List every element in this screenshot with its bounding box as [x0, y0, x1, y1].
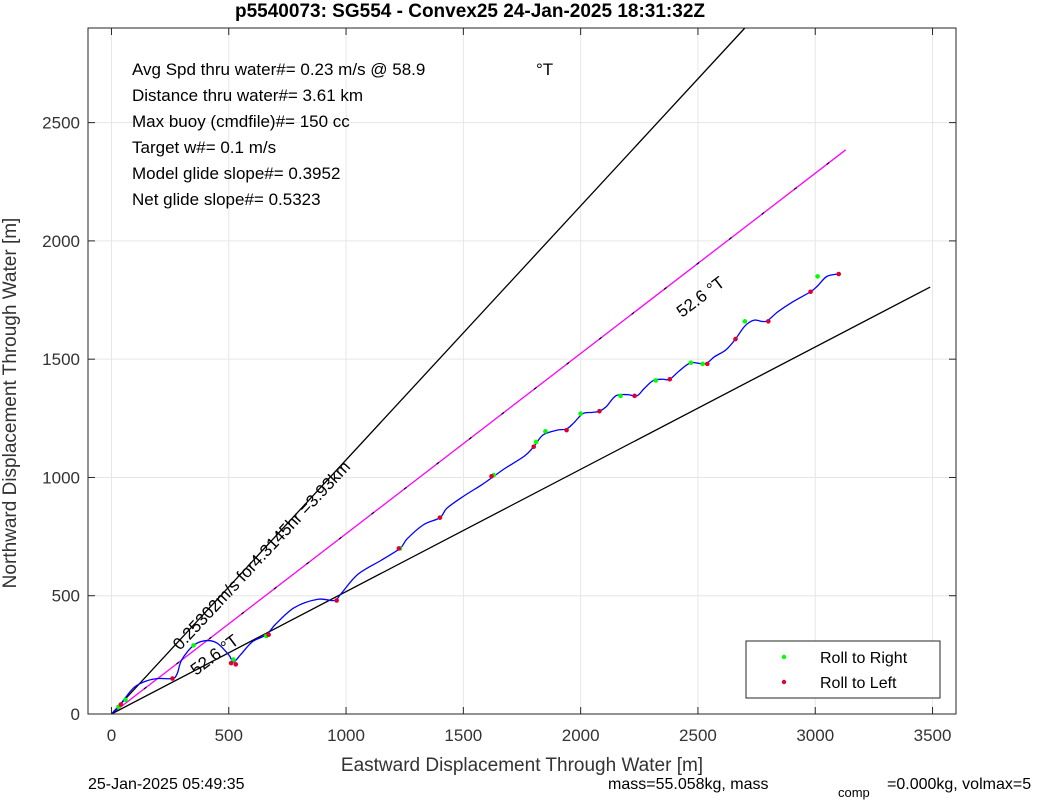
roll-point: [815, 274, 820, 279]
x-tick-label: 2500: [679, 726, 717, 745]
x-tick-label: 3000: [796, 726, 834, 745]
roll-point: [489, 473, 494, 479]
roll-point: [742, 319, 748, 324]
roll-point: [118, 702, 124, 707]
roll-point: [191, 643, 196, 648]
info-line: Avg Spd thru water#= 0.23 m/s @ 58.9: [132, 60, 425, 79]
y-tick-label: 1500: [42, 350, 80, 369]
legend-marker-left: [781, 679, 787, 685]
track-layer: [110, 273, 839, 715]
footer-timestamp: 25-Jan-2025 05:49:35: [88, 776, 245, 793]
x-tick-label: 500: [215, 726, 243, 745]
roll-point: [396, 546, 402, 551]
plot-frame: [87, 27, 957, 715]
reference-line: [111, 286, 931, 715]
roll-point: [233, 662, 239, 667]
y-tick-label: 2000: [42, 232, 80, 251]
reference-line: [111, 149, 847, 715]
roll-point: [700, 361, 705, 367]
chart-title: p5540073: SG554 - Convex25 24-Jan-2025 1…: [235, 1, 705, 22]
roll-point: [170, 676, 175, 681]
y-tick-label: 500: [52, 587, 80, 606]
roll-point: [667, 376, 673, 382]
roll-point: [543, 429, 548, 434]
x-tick-label: 1500: [444, 726, 482, 745]
roll-point: [231, 657, 236, 662]
info-degree-unit: °T: [536, 60, 553, 79]
roll-point: [836, 271, 842, 277]
x-tick-label: 2000: [562, 726, 600, 745]
roll-point: [531, 444, 537, 449]
y-tick-label: 1000: [42, 468, 80, 487]
roll-point: [808, 289, 813, 295]
roll-point: [632, 393, 637, 399]
roll-point: [334, 598, 339, 603]
legend-label-left: Roll to Left: [820, 675, 897, 692]
x-tick-label: 1000: [327, 726, 365, 745]
footer-mass-comp: =0.000kg, volmax=5: [887, 776, 1031, 793]
roll-point: [733, 336, 738, 342]
info-line: Net glide slope#= 0.5323: [132, 190, 321, 209]
footer-mass-sub: comp: [838, 785, 870, 800]
legend-label-right: Roll to Right: [820, 650, 908, 667]
x-tick-label: 0: [107, 726, 116, 745]
legend-box: [745, 640, 941, 699]
roll-point: [437, 515, 443, 520]
info-line: Target w#= 0.1 m/s: [132, 138, 276, 157]
y-tick-label: 2500: [42, 114, 80, 133]
roll-point: [228, 660, 234, 666]
info-line: Distance thru water#= 3.61 km: [132, 86, 363, 105]
x-axis-label: Eastward Displacement Through Water [m]: [341, 755, 703, 776]
roll-point: [123, 697, 128, 703]
y-tick-label: 0: [71, 705, 80, 724]
roll-point: [766, 319, 771, 324]
x-tick-label: 3500: [914, 726, 952, 745]
info-block: Avg Spd thru water#= 0.23 m/s @ 58.9 °T …: [132, 60, 553, 209]
legend-marker-right: [781, 654, 787, 660]
reference-line: [110, 27, 746, 715]
roll-point: [688, 360, 694, 366]
roll-point: [597, 408, 602, 414]
roll-point: [618, 393, 623, 399]
roll-markers: [116, 271, 842, 710]
roll-point: [533, 439, 539, 445]
roll-point: [266, 632, 271, 638]
axis-ticks: 0 500 1000 1500 2000 2500 3000 3500 0 500 1000 1500…: [42, 28, 956, 745]
reference-lines: [110, 27, 931, 715]
y-axis-label: Northward Displacement Through Water [m]: [0, 218, 21, 589]
footer-mass: mass=55.058kg, mass: [608, 776, 769, 793]
legend: Roll to Right Roll to Left: [745, 640, 941, 699]
roll-point: [564, 427, 569, 433]
info-line: Max buoy (cmdfile)#= 150 cc: [132, 112, 350, 131]
roll-point: [705, 361, 710, 367]
roll-point: [578, 411, 583, 416]
track-line: [110, 273, 839, 715]
info-line: Model glide slope#= 0.3952: [132, 164, 340, 183]
roll-point: [653, 378, 659, 383]
plot-area: [88, 28, 956, 714]
